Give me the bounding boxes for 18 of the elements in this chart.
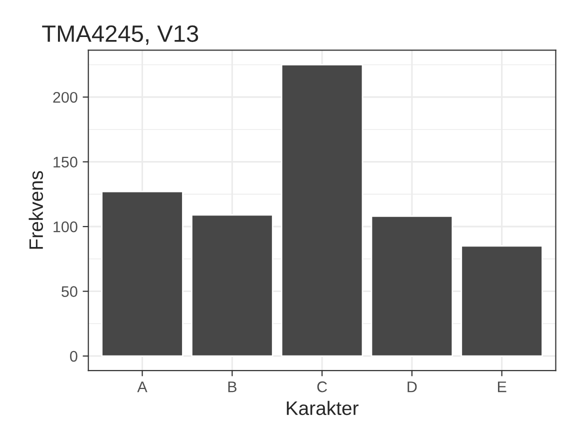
bar (280, 64, 364, 357)
x-tick-label: A (137, 382, 148, 392)
bar (460, 245, 543, 357)
x-tick-label: C (317, 381, 327, 392)
y-axis-title: Frekvens (28, 171, 44, 249)
x-tick-label: D (408, 382, 417, 392)
bar (101, 190, 184, 357)
bar (370, 216, 454, 357)
y-tick-label: 200 (53, 92, 78, 103)
x-axis-title: Karakter (286, 400, 358, 416)
y-tick-label: 50 (62, 286, 78, 297)
x-tick-label: B (228, 382, 236, 392)
x-tick-label: E (498, 382, 506, 392)
chart-title: TMA4245, V13 (42, 25, 198, 45)
y-tick-label: 150 (54, 156, 78, 168)
y-tick-label: 100 (54, 221, 78, 232)
bar (191, 214, 274, 357)
y-tick-label: 0 (70, 350, 78, 362)
